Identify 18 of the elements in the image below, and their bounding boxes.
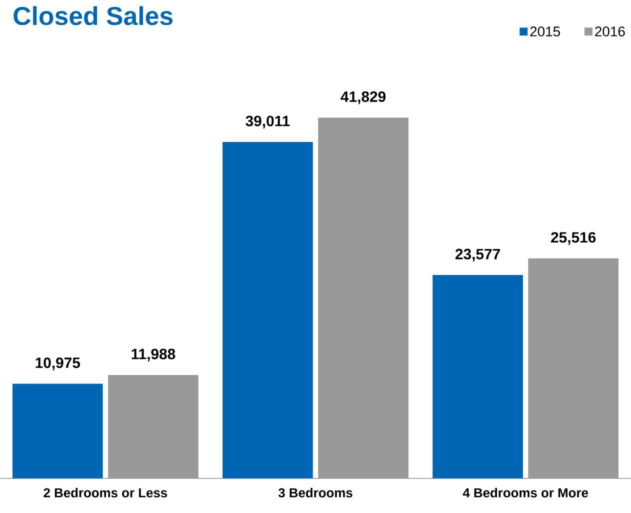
data-label: 23,577: [455, 248, 500, 262]
legend-label: 2016: [595, 26, 625, 36]
bar: [528, 258, 619, 478]
data-label: 10,975: [36, 357, 80, 370]
bar: [318, 117, 408, 478]
x-tick-label: 4 Bedrooms or More: [462, 488, 588, 498]
data-label: 11,988: [132, 348, 176, 362]
bar: [12, 384, 103, 478]
chart-title: Closed Sales: [14, 6, 173, 26]
data-label: 25,516: [551, 232, 596, 245]
bar: [108, 374, 198, 478]
data-label: 41,829: [340, 91, 386, 104]
legend-label: 2015: [530, 26, 560, 36]
bar: [222, 142, 313, 478]
data-label: 39,011: [246, 116, 290, 128]
x-tick-label: 3 Bedrooms: [278, 488, 352, 498]
bar: [432, 274, 523, 478]
x-tick-label: 2 Bedrooms or Less: [44, 488, 168, 498]
